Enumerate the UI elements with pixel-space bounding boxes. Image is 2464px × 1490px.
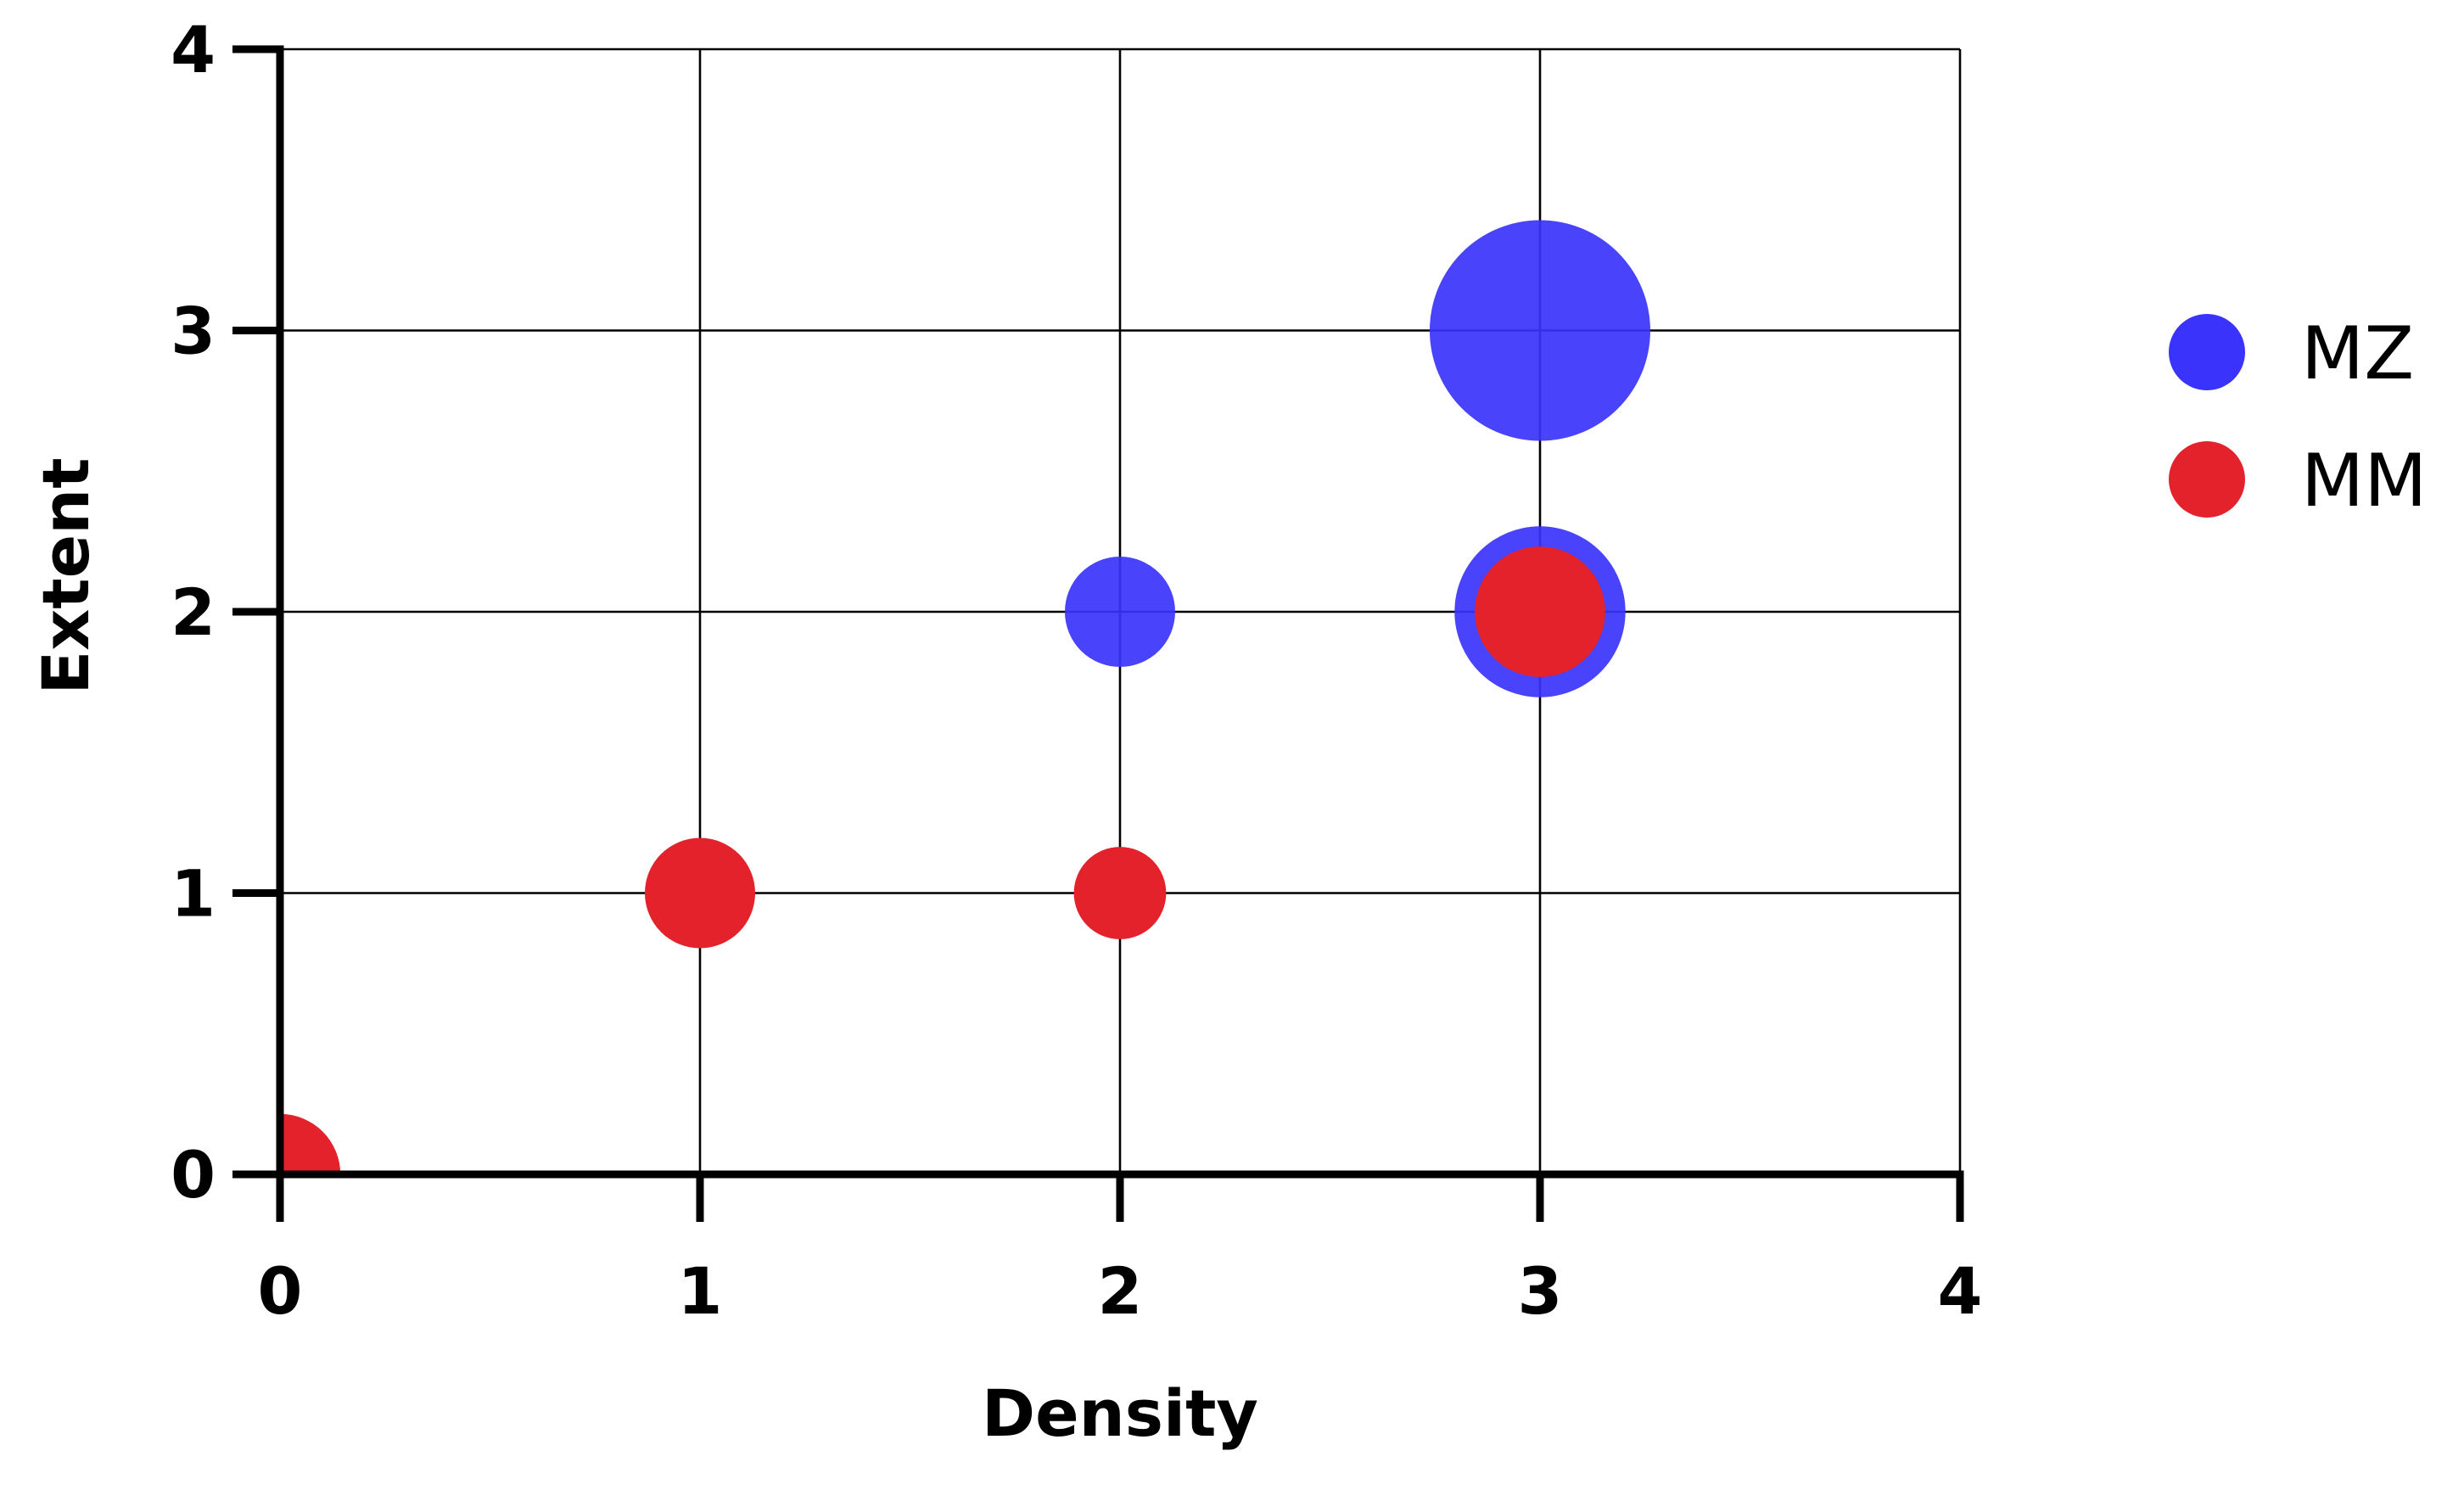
mm-bubble-2	[645, 837, 755, 949]
y-tick-label-4: 4	[171, 12, 216, 87]
x-tick-label-3: 3	[1518, 1253, 1563, 1329]
legend: MZ MM	[2169, 311, 2427, 524]
mz-bubble-3	[1065, 557, 1175, 667]
x-tick-label-2: 2	[1098, 1253, 1143, 1329]
x-tick-label-4: 4	[1938, 1253, 1983, 1329]
y-tick-label-0: 0	[171, 1137, 216, 1213]
legend-label-mz: MZ	[2301, 311, 2414, 396]
bubbles	[280, 220, 1650, 1174]
mm-bubble-4	[280, 1113, 341, 1174]
tick-labels: 0 1 2 3 4 0 1 2 3 4	[171, 12, 1982, 1329]
mm-bubble-3	[1073, 847, 1167, 939]
legend-swatch-mz	[2169, 314, 2245, 390]
y-axis-title: Extent	[28, 457, 104, 694]
mz-bubble-1	[1430, 220, 1650, 441]
mm-bubble-1	[1475, 546, 1605, 677]
y-tick-label-3: 3	[171, 294, 216, 369]
legend-swatch-mm	[2169, 441, 2245, 518]
x-tick-label-0: 0	[258, 1253, 303, 1329]
legend-item-mz: MZ	[2169, 311, 2414, 396]
axes	[232, 45, 1964, 1222]
series-mm	[280, 546, 1605, 1174]
legend-item-mm: MM	[2169, 439, 2427, 524]
y-tick-label-2: 2	[171, 574, 216, 650]
legend-label-mm: MM	[2301, 439, 2427, 524]
y-tick-label-1: 1	[171, 856, 216, 932]
x-tick-label-1: 1	[678, 1253, 723, 1329]
x-axis-title: Density	[982, 1375, 1258, 1451]
